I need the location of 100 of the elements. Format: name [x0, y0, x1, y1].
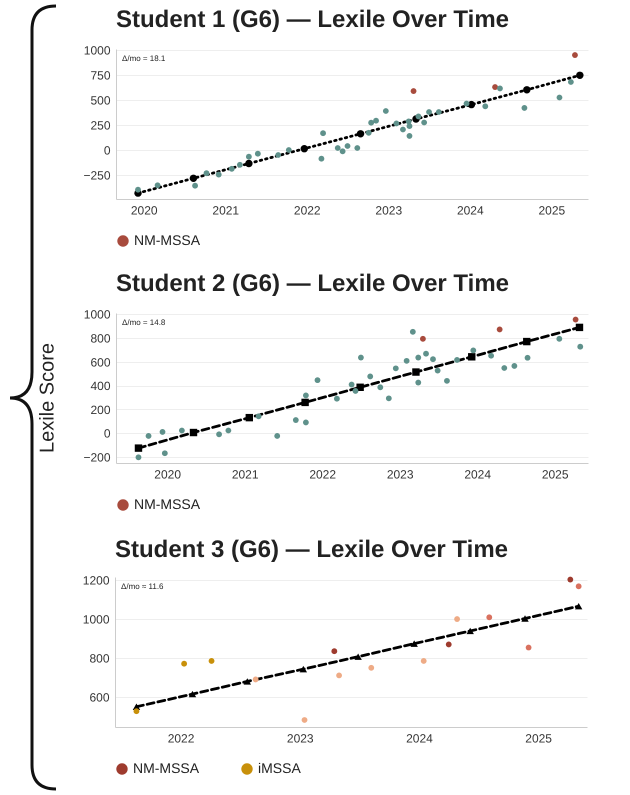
- point: [496, 326, 503, 332]
- x-tick-label: 2025: [542, 468, 569, 482]
- point: [275, 152, 282, 158]
- point: [252, 676, 259, 682]
- point: [572, 316, 579, 322]
- point: [348, 382, 355, 388]
- point: [377, 384, 384, 390]
- point: [394, 120, 400, 126]
- point: [302, 419, 309, 426]
- point: [470, 347, 476, 354]
- y-tick-label: 0: [104, 426, 111, 441]
- point: [331, 648, 338, 654]
- x-tick-label: 2020: [130, 204, 158, 218]
- point: [216, 172, 222, 178]
- point: [318, 156, 324, 162]
- point: [340, 148, 346, 154]
- y-tick-label: 250: [90, 118, 111, 132]
- x-tick-label: 2022: [294, 204, 321, 218]
- point: [314, 377, 320, 384]
- point: [356, 384, 364, 391]
- point: [572, 52, 578, 58]
- y-tick-label: 800: [89, 651, 110, 666]
- x-tick-label: 2021: [212, 204, 240, 218]
- point: [567, 576, 574, 582]
- legend-label: NM-MSSA: [134, 496, 201, 512]
- point: [368, 120, 374, 126]
- point: [368, 664, 374, 671]
- y-tick-label: 600: [89, 690, 110, 704]
- point: [192, 182, 198, 189]
- y-tick-label: 1000: [84, 308, 111, 322]
- annotation: Δ/mo = 14.8: [122, 318, 166, 327]
- point: [356, 130, 364, 138]
- x-tick-label: 2022: [168, 732, 195, 746]
- point: [468, 353, 476, 361]
- point: [286, 147, 292, 153]
- point: [415, 380, 422, 386]
- point: [423, 350, 429, 357]
- point: [300, 666, 308, 672]
- point: [208, 658, 214, 664]
- point: [404, 358, 410, 364]
- point: [367, 374, 374, 380]
- point: [274, 433, 280, 439]
- x-tick-label: 2023: [286, 732, 314, 746]
- point: [178, 428, 185, 434]
- point: [246, 154, 252, 160]
- point: [412, 368, 420, 376]
- x-tick-label: 2024: [464, 468, 492, 482]
- point: [421, 120, 428, 126]
- y-tick-label: 800: [90, 332, 111, 346]
- point: [436, 109, 442, 115]
- point: [204, 170, 210, 176]
- point: [134, 444, 142, 452]
- point: [245, 160, 253, 168]
- point: [236, 162, 243, 168]
- point: [526, 644, 532, 650]
- x-tick-label: 2023: [386, 468, 414, 482]
- point: [386, 395, 392, 402]
- annotation: Δ/mo = 18.1: [122, 54, 166, 63]
- annotation: Δ/mo ≈ 11.6: [121, 582, 164, 591]
- point: [444, 378, 450, 384]
- point: [216, 431, 222, 438]
- point: [524, 354, 530, 361]
- point: [300, 145, 308, 152]
- y-tick-label: 500: [90, 94, 111, 108]
- point: [190, 174, 198, 182]
- y-tick-label: 750: [90, 68, 111, 82]
- point: [410, 328, 416, 335]
- x-tick-label: 2020: [154, 468, 182, 482]
- point: [354, 653, 362, 660]
- point: [511, 363, 518, 369]
- point: [302, 392, 309, 398]
- point: [486, 614, 492, 620]
- legend-label: iMSSA: [258, 760, 302, 776]
- x-tick-label: 2024: [456, 204, 484, 218]
- y-tick-label: 1000: [84, 44, 111, 58]
- point: [162, 450, 168, 456]
- point: [454, 616, 460, 622]
- chart-title: Student 3 (G6) — Lexile Over Time: [115, 536, 508, 563]
- point: [576, 324, 584, 332]
- point: [434, 368, 441, 374]
- point: [146, 433, 152, 439]
- point: [410, 88, 416, 94]
- point: [301, 398, 309, 406]
- point: [136, 454, 142, 460]
- point: [334, 396, 340, 402]
- chart-title: Student 2 (G6) — Lexile Over Time: [116, 270, 509, 298]
- point: [181, 660, 188, 667]
- point: [522, 104, 528, 111]
- point: [188, 690, 196, 698]
- point: [406, 123, 412, 130]
- point: [576, 583, 582, 590]
- point: [577, 344, 584, 350]
- x-tick-label: 2025: [538, 204, 566, 218]
- point: [464, 100, 470, 107]
- y-tick-label: 1000: [82, 612, 110, 626]
- y-tick-label: 400: [90, 379, 111, 394]
- point: [160, 429, 166, 435]
- point: [556, 94, 562, 100]
- point: [521, 615, 529, 622]
- point: [482, 103, 488, 110]
